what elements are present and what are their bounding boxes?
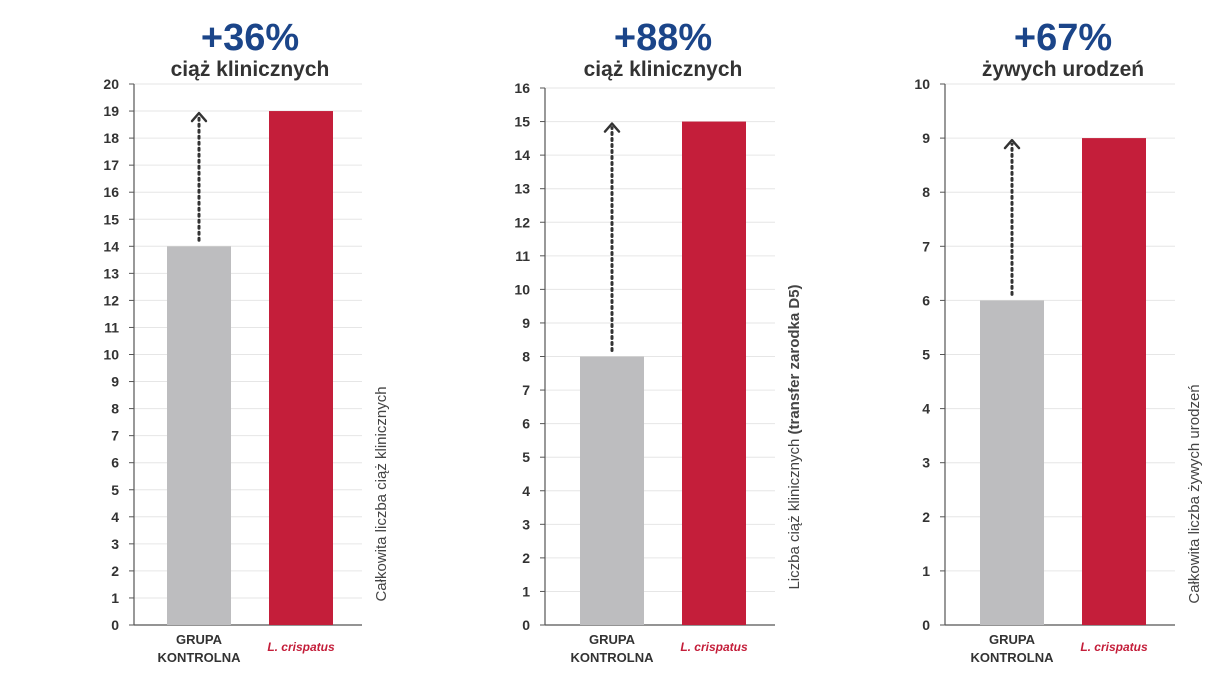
y-tick-label: 5 [922, 347, 930, 363]
y-tick-label: 5 [522, 449, 530, 465]
y-tick-label: 2 [522, 550, 530, 566]
y-tick-label: 4 [522, 483, 530, 499]
chart-headline: +88% [614, 17, 712, 59]
x-category-label-control: KONTROLNA [970, 650, 1054, 665]
chart-subtitle: ciąż klinicznych [584, 58, 743, 81]
y-tick-label: 11 [104, 319, 119, 335]
y-tick-label: 0 [522, 617, 530, 633]
x-category-label-control: GRUPA [176, 632, 223, 647]
y-tick-label: 12 [103, 292, 119, 308]
chart-panel-live-births: +67% żywych urodzeń 0 1 2 3 4 5 6 7 8 9 10 GRUPA KON… [914, 17, 1203, 665]
y-tick-label: 8 [922, 184, 930, 200]
y-tick-label: 7 [111, 428, 119, 444]
chart-panel-clinical-pregnancies-d5: +88% ciąż klinicznych 012345678910111213… [514, 17, 803, 665]
y-axis-title-text: Całkowita liczba żywych urodzeń [1186, 384, 1203, 603]
y-tick-label: 1 [111, 590, 119, 606]
y-axis-title-text: Liczba ciąż klinicznych [786, 434, 803, 589]
y-tick-label: 0 [111, 617, 119, 633]
x-category-label-control: GRUPA [589, 632, 636, 647]
y-tick-label: 13 [103, 265, 119, 281]
y-tick-label: 3 [922, 455, 930, 471]
y-tick-label: 12 [514, 214, 530, 230]
y-tick-label: 16 [514, 80, 530, 96]
y-tick-label: 18 [103, 130, 119, 146]
y-tick-label: 6 [111, 455, 119, 471]
y-tick-label: 15 [514, 114, 530, 130]
chart-subtitle: ciąż klinicznych [171, 58, 330, 81]
y-tick-label: 10 [914, 76, 930, 92]
arrow-head-icon [1003, 138, 1021, 150]
y-axis-title-text: Całkowita liczba ciąż klinicznych [373, 386, 390, 601]
x-category-label-control: KONTROLNA [570, 650, 654, 665]
bar-l-crispatus [269, 111, 333, 626]
bar-control-group [580, 356, 644, 625]
y-tick-label: 1 [522, 583, 530, 599]
y-tick-label: 16 [103, 184, 119, 200]
arrow-head-icon [190, 111, 208, 123]
y-tick-label: 5 [111, 482, 119, 498]
arrow-head-icon [603, 122, 621, 133]
y-tick-label: 2 [922, 509, 930, 525]
y-tick-label: 6 [922, 292, 930, 308]
y-tick-label: 10 [103, 347, 119, 363]
bar-l-crispatus [682, 121, 746, 625]
y-tick-label: 20 [103, 76, 119, 92]
y-axis-title: Całkowita liczba ciąż klinicznych [373, 386, 390, 601]
y-tick-label: 4 [111, 509, 119, 525]
y-tick-label: 9 [111, 374, 119, 390]
y-axis-title: Całkowita liczba żywych urodzeń [1186, 384, 1203, 603]
y-tick-label: 19 [103, 103, 119, 119]
y-axis-title-bold-text: (transfer zarodka D5) [786, 284, 803, 434]
y-tick-label: 9 [522, 315, 530, 331]
y-tick-label: 4 [922, 401, 930, 417]
y-tick-label: 1 [922, 563, 930, 579]
y-tick-label: 14 [514, 147, 530, 163]
y-tick-label: 7 [922, 238, 930, 254]
y-tick-label: 3 [522, 516, 530, 532]
x-category-label-l-crispatus: L. crispatus [680, 640, 748, 654]
chart-panel-clinical-pregnancies-total: +36% ciąż klinicznych 012345678910111213… [103, 17, 390, 665]
y-tick-label: 9 [922, 130, 930, 146]
y-tick-label: 11 [515, 248, 530, 264]
y-tick-label: 17 [103, 157, 119, 173]
y-tick-label: 7 [522, 382, 530, 398]
y-tick-label: 10 [514, 281, 530, 297]
y-tick-label: 2 [111, 563, 119, 579]
chart-headline: +67% [1014, 17, 1112, 59]
x-category-label-l-crispatus: L. crispatus [267, 640, 335, 654]
x-category-label-control: KONTROLNA [157, 650, 241, 665]
y-tick-label: 15 [103, 211, 119, 227]
y-tick-label: 3 [111, 536, 119, 552]
y-tick-label: 14 [103, 238, 119, 254]
bar-control-group [167, 246, 231, 626]
y-tick-label: 8 [522, 349, 530, 365]
chart-subtitle: żywych urodzeń [982, 58, 1144, 81]
y-tick-label: 0 [922, 617, 930, 633]
x-category-label-l-crispatus: L. crispatus [1080, 640, 1148, 654]
y-tick-label: 8 [111, 401, 119, 417]
y-axis-title: Liczba ciąż klinicznych (transfer zarodk… [786, 284, 803, 589]
bar-l-crispatus [1082, 138, 1146, 625]
y-tick-label: 6 [522, 416, 530, 432]
chart-headline: +36% [201, 17, 299, 59]
bar-control-group [980, 300, 1044, 625]
x-category-label-control: GRUPA [989, 632, 1036, 647]
y-tick-label: 13 [514, 181, 530, 197]
